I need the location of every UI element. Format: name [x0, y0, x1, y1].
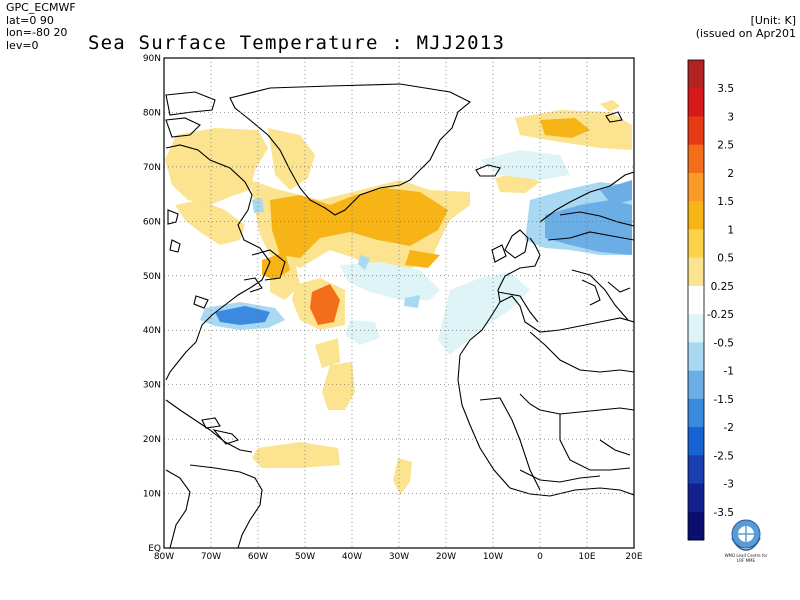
wmo-caption: WMO Lead Centre for LRF MME [715, 553, 777, 563]
colorbar-label: 0.25 [711, 281, 734, 293]
wmo-caption-line1: WMO Lead Centre for [724, 553, 768, 558]
coastlines [165, 83, 634, 548]
lon-label: 60W [248, 552, 268, 562]
colorbar-label: -3 [724, 479, 734, 491]
lat-label: 80N [143, 108, 161, 118]
wmo-logo [731, 519, 761, 551]
meta-source: GPC_ECMWF [6, 1, 76, 14]
lat-label: 60N [143, 217, 161, 227]
lon-label: 80W [154, 552, 174, 562]
plot-metadata: GPC_ECMWF lat=0 90 lon=-80 20 lev=0 [6, 1, 76, 52]
meta-lev: lev=0 [6, 38, 39, 52]
lon-label: 20W [436, 552, 456, 562]
colorbar-swatch [688, 483, 704, 513]
unit-label: [Unit: K] [750, 14, 796, 27]
lon-label: 10W [483, 552, 503, 562]
colorbar-swatch [688, 342, 704, 372]
colorbar-swatch [688, 116, 704, 146]
lat-label: 10N [143, 490, 161, 500]
lat-label: 90N [143, 54, 161, 64]
colorbar-swatch [688, 314, 704, 343]
colorbar-label: 2.5 [717, 140, 734, 152]
issued-label: (issued on Apr201 [695, 27, 796, 40]
colorbar-label: 1 [727, 224, 734, 236]
colorbar-swatch [688, 370, 704, 400]
colorbar-label: -2.5 [714, 450, 735, 462]
unit-note: [Unit: K] (issued on Apr201 [666, 14, 796, 40]
colorbar-swatch [688, 455, 704, 485]
lat-label: 70N [143, 163, 161, 173]
wmo-caption-line2: LRF MME [736, 558, 755, 563]
graticule [164, 58, 634, 548]
lon-label: 20E [625, 552, 642, 562]
lon-label: 70W [201, 552, 221, 562]
colorbar-swatch [688, 172, 704, 202]
anomaly-shading [165, 100, 632, 495]
lon-label: 40W [342, 552, 362, 562]
lat-label: 20N [143, 435, 161, 445]
map-title: Sea Surface Temperature : MJJ2013 [88, 32, 506, 54]
colorbar-label: -0.5 [714, 337, 735, 349]
colorbar-frame [687, 59, 705, 541]
meta-lat: lat=0 90 [6, 13, 54, 27]
lon-label: 50W [295, 552, 315, 562]
colorbar-label: -1 [724, 366, 734, 378]
colorbar-swatch [688, 398, 704, 428]
colorbar-swatch [688, 60, 704, 89]
colorbar-label: 0.5 [717, 253, 734, 265]
colorbar-swatch [688, 427, 704, 456]
colorbar: 3.5 3 2.5 2 1.5 1 0.5 0.25 -0.25 -0.5 -1 -1.5 -2 -2.5… [687, 59, 735, 541]
colorbar-swatch [688, 144, 704, 174]
colorbar-swatch [688, 257, 704, 287]
lon-label: 0 [537, 552, 543, 562]
lon-label: 10E [578, 552, 595, 562]
colorbar-swatch [688, 88, 704, 117]
colorbar-swatch [688, 229, 704, 259]
colorbar-label: 3 [727, 111, 734, 123]
colorbar-label: 2 [727, 168, 734, 180]
colorbar-label: -3.5 [714, 507, 735, 519]
colorbar-swatch [688, 285, 704, 315]
colorbar-label: -0.25 [707, 309, 734, 321]
colorbar-swatch [688, 511, 704, 541]
colorbar-label: -2 [724, 422, 734, 434]
meta-lon: lon=-80 20 [6, 26, 68, 39]
colorbar-label: 3.5 [717, 83, 734, 95]
colorbar-swatch [688, 201, 704, 230]
colorbar-label: -1.5 [714, 394, 735, 406]
lat-label: 30N [143, 381, 161, 391]
lon-label: 30W [389, 552, 409, 562]
colorbar-label: 1.5 [717, 196, 734, 208]
map-frame [163, 57, 635, 549]
lat-label: EQ [148, 544, 161, 554]
lat-label: 50N [143, 272, 161, 282]
lat-label: 40N [143, 326, 161, 336]
